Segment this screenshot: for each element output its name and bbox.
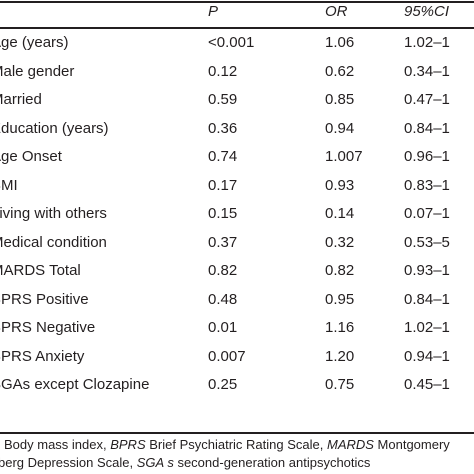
row-or-value: 0.93 [325, 177, 355, 194]
row-label: BPRS Negative [0, 319, 96, 336]
row-label: Education (years) [0, 120, 109, 137]
row-or-value: 1.007 [325, 148, 363, 165]
footnote-segment: Montgomery [373, 437, 450, 452]
footnote-segment: BPRS [110, 437, 146, 452]
row-ci-value: 0.96–1 [404, 148, 450, 165]
table-bottom-rule [0, 432, 474, 434]
footnote-segment: MARDS [326, 437, 374, 452]
row-p-value: 0.37 [208, 234, 238, 251]
row-or-value: 0.82 [325, 262, 355, 279]
row-p-value: 0.48 [208, 291, 238, 308]
row-label: BPRS Positive [0, 291, 89, 308]
row-p-value: 0.15 [208, 205, 238, 222]
row-ci-value: 0.47–1 [404, 91, 450, 108]
row-or-value: 0.85 [325, 91, 355, 108]
row-ci-value: 0.53–5 [404, 234, 450, 251]
row-p-value: 0.12 [208, 63, 238, 80]
row-label: Married [0, 91, 42, 108]
row-or-value: 1.06 [325, 34, 355, 51]
row-ci-value: 1.02–1 [404, 319, 450, 336]
row-or-value: 0.14 [325, 205, 355, 222]
row-p-value: 0.82 [208, 262, 238, 279]
row-ci-value: 0.34–1 [404, 63, 450, 80]
footnote-segment: second-generation antipsychotics [173, 455, 371, 470]
row-ci-value: 0.07–1 [404, 205, 450, 222]
row-label: BPRS Anxiety [0, 348, 85, 365]
row-ci-value: 0.84–1 [404, 291, 450, 308]
row-label: BMI [0, 177, 18, 194]
row-ci-value: 0.83–1 [404, 177, 450, 194]
header-rule [0, 27, 474, 29]
row-p-value: 0.01 [208, 319, 238, 336]
row-ci-value: 1.02–1 [404, 34, 450, 51]
row-ci-value: 0.45–1 [404, 376, 450, 393]
row-label: Male gender [0, 63, 75, 80]
row-p-value: 0.59 [208, 91, 238, 108]
row-label: Age (years) [0, 34, 69, 51]
row-label: MARDS Total [0, 262, 81, 279]
footnote-line-2: berg Depression Scale, SGA s second-gene… [0, 455, 370, 471]
footnote-line-1: Body mass index, BPRS Brief Psychiatric … [4, 437, 450, 453]
row-ci-value: 0.93–1 [404, 262, 450, 279]
row-p-value: 0.36 [208, 120, 238, 137]
row-or-value: 0.75 [325, 376, 355, 393]
footnote-segment: Body mass index, [4, 437, 111, 452]
header-or: OR [325, 3, 348, 20]
row-p-value: 0.74 [208, 148, 238, 165]
row-p-value: 0.007 [208, 348, 246, 365]
row-or-value: 0.95 [325, 291, 355, 308]
row-p-value: 0.25 [208, 376, 238, 393]
footnote-segment: SGA s [136, 455, 174, 470]
row-ci-value: 0.94–1 [404, 348, 450, 365]
header-ci: 95%CI [404, 3, 450, 20]
table-top-rule [0, 1, 474, 3]
row-or-value: 1.20 [325, 348, 355, 365]
row-label: Age Onset [0, 148, 62, 165]
row-p-value: 0.17 [208, 177, 238, 194]
header-p: P [208, 3, 219, 20]
row-or-value: 0.62 [325, 63, 355, 80]
row-or-value: 0.94 [325, 120, 355, 137]
footnote-segment: berg Depression Scale, [0, 455, 137, 470]
row-label: SGAs except Clozapine [0, 376, 150, 393]
row-ci-value: 0.84–1 [404, 120, 450, 137]
footnote-segment: Brief Psychiatric Rating Scale, [145, 437, 327, 452]
row-label: Living with others [0, 205, 107, 222]
row-or-value: 0.32 [325, 234, 355, 251]
row-label: Medical condition [0, 234, 107, 251]
row-p-value: <0.001 [208, 34, 255, 51]
row-or-value: 1.16 [325, 319, 355, 336]
